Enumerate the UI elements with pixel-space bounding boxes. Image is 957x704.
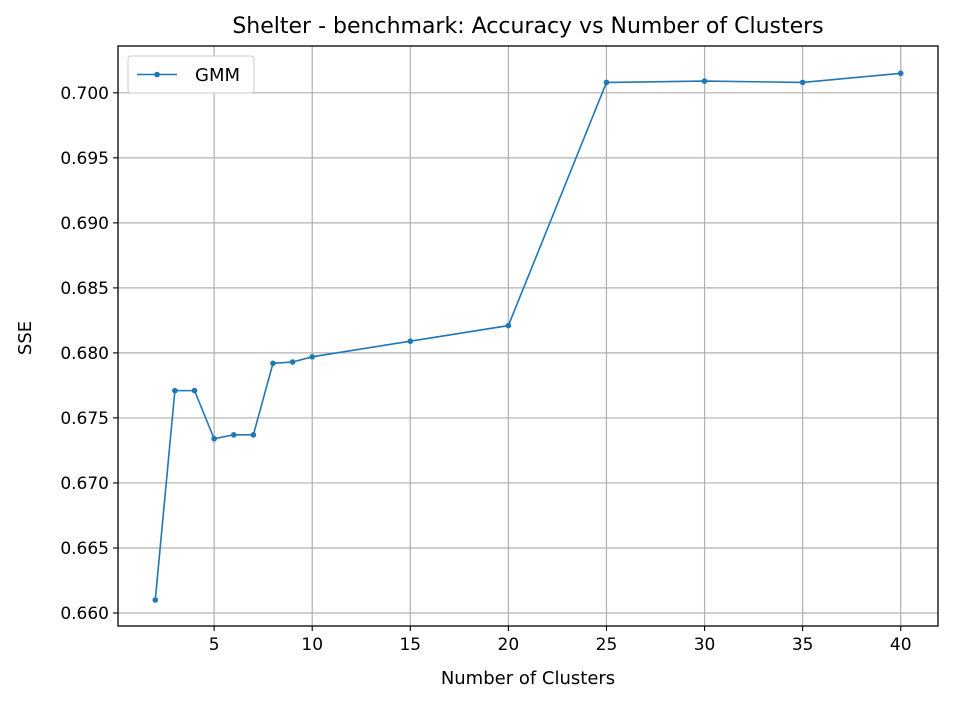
data-point <box>230 432 237 438</box>
series-layer <box>152 70 904 603</box>
x-tick-label: 25 <box>596 635 618 655</box>
y-tick-label: 0.695 <box>60 149 109 169</box>
x-tick-label: 15 <box>399 635 421 655</box>
x-tick-label: 40 <box>890 635 912 655</box>
data-point <box>603 79 610 86</box>
y-tick-label: 0.685 <box>60 279 109 299</box>
x-tick-label: 35 <box>792 635 814 655</box>
y-tick-label: 0.665 <box>60 539 109 559</box>
legend-swatch-marker <box>154 71 160 78</box>
chart-title: Shelter - benchmark: Accuracy vs Number … <box>232 14 823 39</box>
y-tick-label: 0.675 <box>60 409 109 429</box>
legend-box <box>127 55 255 94</box>
x-tick-label: 5 <box>209 635 220 655</box>
data-point <box>701 78 708 84</box>
grid <box>118 46 938 626</box>
x-tick-label: 20 <box>498 635 520 655</box>
series-line-gmm <box>154 72 901 601</box>
plot-area-frame <box>117 45 939 627</box>
data-point <box>897 70 904 77</box>
data-point <box>799 79 806 86</box>
data-point <box>250 432 257 438</box>
x-tick-label: 10 <box>301 635 323 655</box>
data-point <box>309 354 316 360</box>
ticks: 5 10 15 20 25 30 35 40 0.660 0.665 0.670 0.675 0.680… <box>60 84 911 655</box>
legend-label-gmm: GMM <box>195 65 240 86</box>
data-point <box>270 360 276 367</box>
data-point <box>211 435 217 442</box>
y-tick-label: 0.660 <box>60 604 109 624</box>
x-tick-label: 30 <box>694 635 716 655</box>
data-point <box>407 338 414 345</box>
data-point <box>289 359 296 365</box>
y-tick-label: 0.690 <box>60 214 109 234</box>
data-point <box>152 597 159 603</box>
y-tick-label: 0.670 <box>60 474 109 494</box>
data-point <box>505 322 512 329</box>
data-point <box>191 387 198 394</box>
legend: GMM <box>127 55 255 94</box>
y-tick-label: 0.680 <box>60 344 109 364</box>
x-axis-label: Number of Clusters <box>441 668 615 689</box>
y-tick-label: 0.700 <box>60 84 109 104</box>
y-axis-label: SSE <box>15 321 36 355</box>
data-point <box>172 387 178 394</box>
